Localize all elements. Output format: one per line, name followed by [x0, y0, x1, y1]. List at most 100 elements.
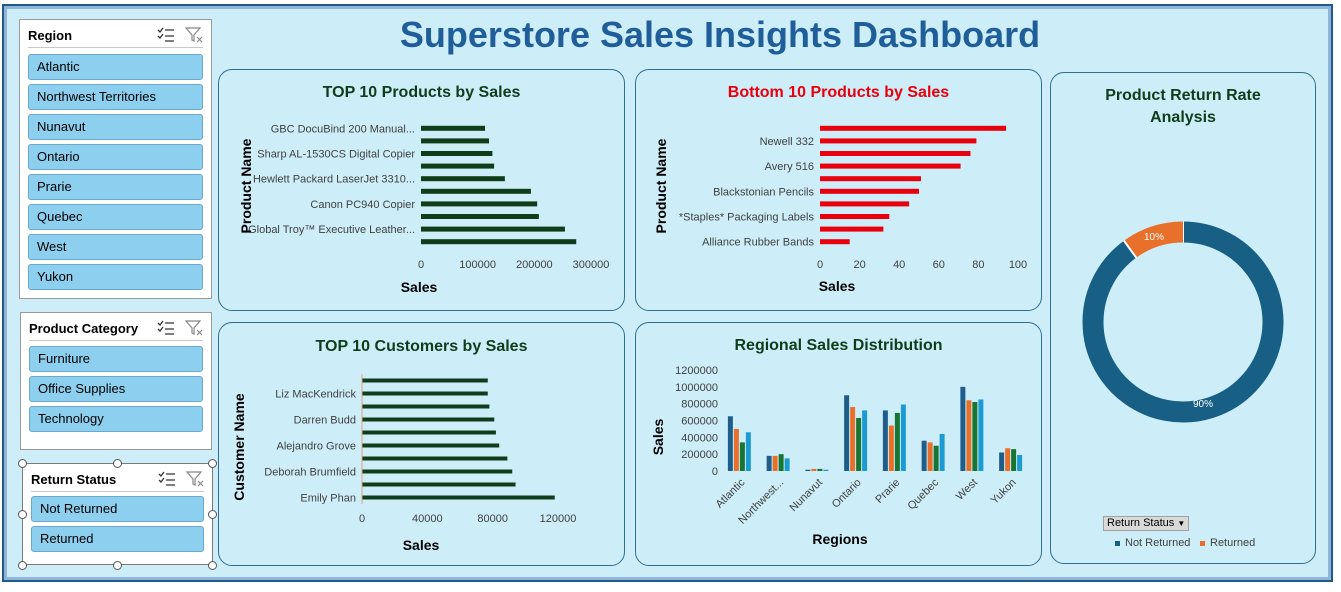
bar: [888, 425, 894, 471]
category-slicer: Product Category Furniture Office Supplie…: [20, 312, 212, 450]
slicer-item-furniture[interactable]: Furniture: [29, 346, 203, 372]
return-slicer-header: Return Status: [31, 470, 204, 492]
clear-filter-icon[interactable]: [185, 320, 203, 336]
x-tick-label: 0: [817, 259, 823, 271]
resize-handle[interactable]: [113, 561, 122, 570]
legend-item-returned: Returned: [1200, 537, 1255, 549]
resize-handle[interactable]: [113, 459, 122, 468]
bar: [850, 407, 856, 471]
category-label: Alejandro Grove: [277, 441, 357, 453]
bar: [862, 410, 868, 471]
bar: [421, 163, 495, 169]
category-label: Blackstonian Pencils: [713, 186, 814, 198]
clear-filter-icon[interactable]: [186, 471, 204, 487]
x-tick-label: 60: [933, 259, 945, 271]
bar: [894, 412, 900, 471]
dashboard-title: Superstore Sales Insights Dashboard: [399, 14, 1041, 55]
slicer-item-northwest-territories[interactable]: Northwest Territories: [28, 84, 203, 110]
slicer-item-west[interactable]: West: [28, 234, 203, 260]
return-rate-chart[interactable]: Product Return Rate Analysis 90% 10%: [1050, 72, 1316, 564]
bar: [966, 400, 972, 471]
category-label: Alliance Rubber Bands: [702, 237, 814, 249]
bar: [882, 410, 888, 471]
x-axis-title: Regions: [812, 531, 867, 547]
bar: [820, 138, 977, 144]
category-label: Sharp AL-1530CS Digital Copier: [257, 149, 415, 161]
x-axis-title: Sales: [401, 279, 438, 295]
bar: [1011, 449, 1017, 471]
bar: [820, 176, 921, 182]
resize-handle[interactable]: [208, 459, 217, 468]
slicer-item-prarie[interactable]: Prarie: [28, 174, 203, 200]
multi-select-icon[interactable]: [158, 471, 176, 487]
slicer-item-quebec[interactable]: Quebec: [28, 204, 203, 230]
resize-handle[interactable]: [18, 459, 27, 468]
resize-handle[interactable]: [18, 561, 27, 570]
bar: [823, 469, 829, 471]
multi-select-icon[interactable]: [157, 320, 175, 336]
resize-handle[interactable]: [208, 561, 217, 570]
bar: [362, 404, 490, 409]
slicer-item-atlantic[interactable]: Atlantic: [28, 54, 203, 80]
bar: [421, 188, 531, 194]
resize-handle[interactable]: [18, 510, 27, 519]
top-customers-chart[interactable]: TOP 10 Customers by Sales Liz MacKendric…: [218, 322, 625, 566]
slicer-item-technology[interactable]: Technology: [29, 406, 203, 432]
x-tick-label: Ontario: [830, 477, 864, 511]
bar: [778, 454, 784, 471]
bar: [421, 201, 538, 207]
x-tick-label: Quebec: [906, 476, 942, 512]
bar: [1017, 455, 1023, 471]
bar: [856, 417, 862, 471]
x-tick-label: 40: [893, 259, 905, 271]
x-axis-title: Sales: [819, 278, 856, 294]
y-tick-label: 1000000: [675, 382, 718, 394]
bar: [421, 125, 486, 131]
x-tick-label: 100000: [459, 259, 496, 271]
bar: [421, 239, 577, 245]
bar: [900, 404, 906, 471]
x-tick-label: 80000: [477, 513, 508, 525]
bar: [805, 469, 811, 471]
slicer-item-ontario[interactable]: Ontario: [28, 144, 203, 170]
bar: [817, 468, 823, 471]
y-tick-label: 1200000: [675, 365, 718, 377]
category-label: Deborah Brumfield: [264, 467, 356, 479]
category-label: Newell 332: [760, 136, 814, 148]
slicer-item-returned[interactable]: Returned: [31, 526, 204, 552]
slicer-item-yukon[interactable]: Yukon: [28, 264, 203, 290]
x-tick-label: 200000: [516, 259, 553, 271]
data-label: 10%: [1144, 232, 1164, 243]
category-label: Global Troy™ Executive Leather...: [248, 224, 415, 236]
resize-handle[interactable]: [208, 510, 217, 519]
bar: [362, 495, 555, 500]
bar: [362, 378, 488, 383]
top-products-chart[interactable]: TOP 10 Products by Sales GBC DocuBind 20…: [218, 69, 625, 311]
y-tick-label: 0: [712, 466, 718, 478]
bar: [362, 456, 508, 461]
bar: [921, 440, 927, 471]
multi-select-icon[interactable]: [157, 27, 175, 43]
regional-sales-chart[interactable]: Regional Sales Distribution 0 200000 40000…: [635, 322, 1042, 566]
bar: [362, 469, 513, 474]
y-tick-label: 800000: [681, 399, 718, 411]
category-label: Emily Phan: [300, 493, 356, 505]
slicer-item-nunavut[interactable]: Nunavut: [28, 114, 203, 140]
y-axis-title: Product Name: [238, 138, 254, 233]
bar: [421, 151, 493, 156]
return-status-filter-button[interactable]: Return Status ▼: [1103, 516, 1189, 531]
bar: [820, 239, 850, 245]
clear-filter-icon[interactable]: [185, 27, 203, 43]
slicer-item-not-returned[interactable]: Not Returned: [31, 496, 204, 522]
bottom-products-chart[interactable]: Bottom 10 Products by Sales Newell 332 Av…: [635, 69, 1042, 311]
bar: [1005, 448, 1011, 471]
bar: [421, 214, 539, 219]
category-label: Liz MacKendrick: [275, 389, 356, 401]
bar: [784, 458, 790, 471]
category-label: Avery 516: [765, 161, 814, 173]
bar: [362, 417, 495, 422]
bar: [766, 455, 772, 471]
x-tick-label: 80: [972, 259, 984, 271]
slicer-item-office-supplies[interactable]: Office Supplies: [29, 376, 203, 402]
bar: [421, 176, 505, 182]
